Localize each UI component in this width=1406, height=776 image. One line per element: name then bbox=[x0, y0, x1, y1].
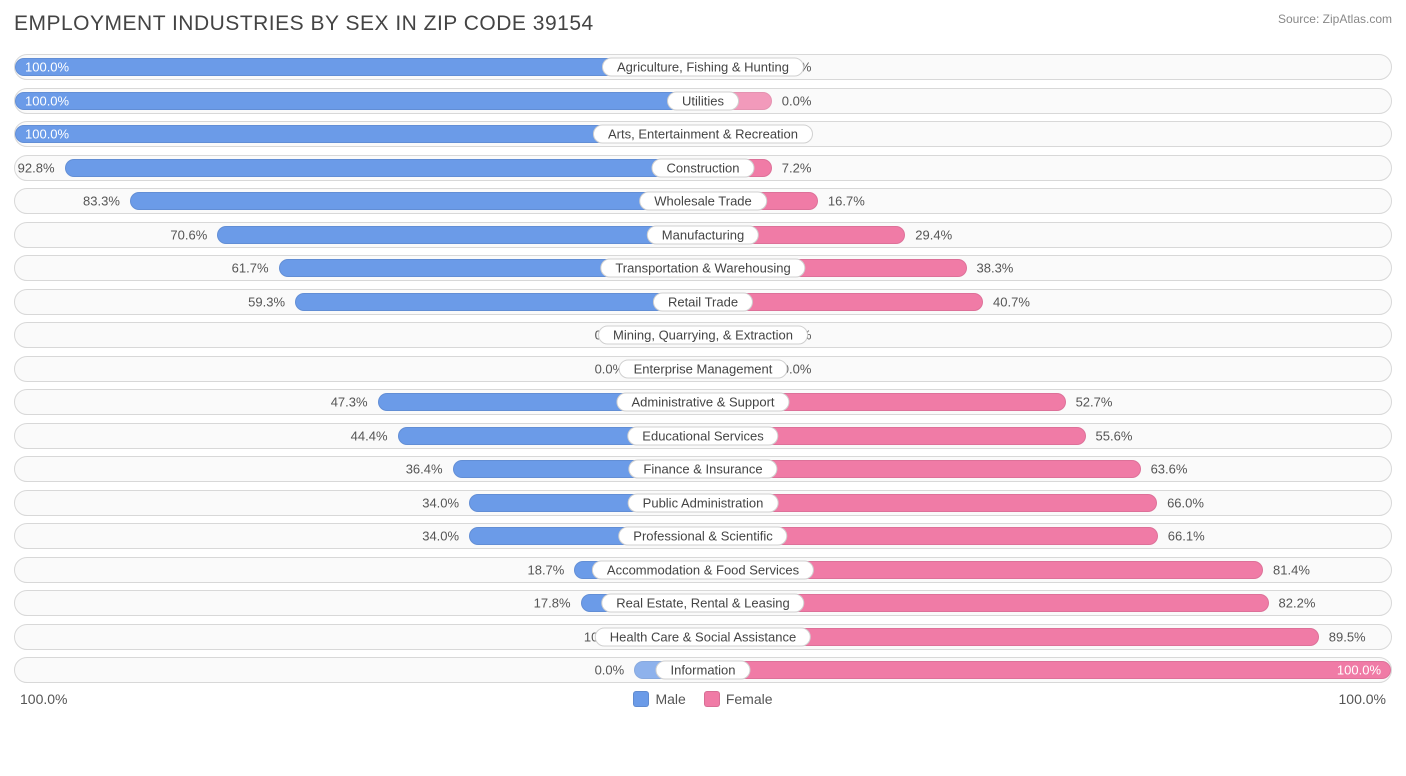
legend: Male Female bbox=[633, 691, 772, 707]
male-pct-label: 34.0% bbox=[422, 529, 459, 544]
category-label: Retail Trade bbox=[653, 292, 753, 311]
female-pct-label: 100.0% bbox=[1337, 663, 1381, 678]
legend-male: Male bbox=[633, 691, 685, 707]
category-label: Administrative & Support bbox=[616, 393, 789, 412]
male-bar bbox=[15, 92, 703, 110]
chart-row: 17.8% 82.2% Real Estate, Rental & Leasing bbox=[14, 590, 1392, 616]
category-label: Agriculture, Fishing & Hunting bbox=[602, 58, 804, 77]
male-pct-label: 100.0% bbox=[25, 93, 69, 108]
category-label: Educational Services bbox=[627, 426, 778, 445]
category-label: Accommodation & Food Services bbox=[592, 560, 814, 579]
category-label: Finance & Insurance bbox=[628, 460, 777, 479]
female-pct-label: 66.1% bbox=[1168, 529, 1205, 544]
category-label: Information bbox=[655, 661, 750, 680]
chart-header: EMPLOYMENT INDUSTRIES BY SEX IN ZIP CODE… bbox=[14, 12, 1392, 36]
axis-left-label: 100.0% bbox=[20, 691, 67, 707]
category-label: Transportation & Warehousing bbox=[600, 259, 805, 278]
male-bar bbox=[65, 159, 703, 177]
male-pct-label: 83.3% bbox=[83, 194, 120, 209]
male-pct-label: 36.4% bbox=[406, 462, 443, 477]
female-pct-label: 40.7% bbox=[993, 294, 1030, 309]
male-bar bbox=[217, 226, 703, 244]
axis-right-label: 100.0% bbox=[1339, 691, 1386, 707]
category-label: Professional & Scientific bbox=[618, 527, 787, 546]
category-label: Enterprise Management bbox=[619, 359, 788, 378]
female-pct-label: 16.7% bbox=[828, 194, 865, 209]
legend-female: Female bbox=[704, 691, 773, 707]
legend-male-label: Male bbox=[655, 691, 685, 707]
female-pct-label: 89.5% bbox=[1329, 629, 1366, 644]
chart-row: 47.3% 52.7% Administrative & Support bbox=[14, 389, 1392, 415]
female-pct-label: 7.2% bbox=[782, 160, 812, 175]
female-pct-label: 52.7% bbox=[1076, 395, 1113, 410]
chart-row: 34.0% 66.0% Public Administration bbox=[14, 490, 1392, 516]
chart-source: Source: ZipAtlas.com bbox=[1278, 12, 1392, 26]
male-pct-label: 61.7% bbox=[232, 261, 269, 276]
female-pct-label: 82.2% bbox=[1279, 596, 1316, 611]
chart-row: 0.0%0.0%Mining, Quarrying, & Extraction bbox=[14, 322, 1392, 348]
male-pct-label: 59.3% bbox=[248, 294, 285, 309]
category-label: Construction bbox=[652, 158, 755, 177]
chart-row: 92.8% 7.2% Construction bbox=[14, 155, 1392, 181]
chart-row: 18.7% 81.4% Accommodation & Food Services bbox=[14, 557, 1392, 583]
male-pct-label: 70.6% bbox=[170, 227, 207, 242]
female-pct-label: 66.0% bbox=[1167, 495, 1204, 510]
male-bar bbox=[130, 192, 703, 210]
category-label: Arts, Entertainment & Recreation bbox=[593, 125, 813, 144]
chart-row: 0.0%0.0%Enterprise Management bbox=[14, 356, 1392, 382]
chart-row: 44.4% 55.6% Educational Services bbox=[14, 423, 1392, 449]
male-pct-label: 17.8% bbox=[534, 596, 571, 611]
chart-row: 0.0% 100.0% Information bbox=[14, 657, 1392, 683]
chart-row: 100.0%0.0%Arts, Entertainment & Recreati… bbox=[14, 121, 1392, 147]
category-label: Mining, Quarrying, & Extraction bbox=[598, 326, 808, 345]
female-bar bbox=[703, 661, 1391, 679]
category-label: Public Administration bbox=[628, 493, 779, 512]
female-pct-label: 0.0% bbox=[782, 93, 812, 108]
chart-row: 100.0%0.0%Agriculture, Fishing & Hunting bbox=[14, 54, 1392, 80]
female-pct-label: 81.4% bbox=[1273, 562, 1310, 577]
chart-row: 83.3% 16.7% Wholesale Trade bbox=[14, 188, 1392, 214]
chart-row: 34.0% 66.1% Professional & Scientific bbox=[14, 523, 1392, 549]
category-label: Wholesale Trade bbox=[639, 192, 767, 211]
male-pct-label: 100.0% bbox=[25, 127, 69, 142]
chart-title: EMPLOYMENT INDUSTRIES BY SEX IN ZIP CODE… bbox=[14, 12, 594, 36]
category-label: Utilities bbox=[667, 91, 739, 110]
male-pct-label: 34.0% bbox=[422, 495, 459, 510]
male-bar bbox=[295, 293, 703, 311]
chart-row: 61.7% 38.3% Transportation & Warehousing bbox=[14, 255, 1392, 281]
female-pct-label: 38.3% bbox=[977, 261, 1014, 276]
male-pct-label: 100.0% bbox=[25, 60, 69, 75]
female-pct-label: 63.6% bbox=[1151, 462, 1188, 477]
chart-row: 100.0% 0.0% Utilities bbox=[14, 88, 1392, 114]
chart-footer: 100.0% Male Female 100.0% bbox=[14, 691, 1392, 707]
chart-row: 70.6% 29.4% Manufacturing bbox=[14, 222, 1392, 248]
legend-male-swatch bbox=[633, 691, 649, 707]
category-label: Real Estate, Rental & Leasing bbox=[601, 594, 804, 613]
chart-row: 59.3% 40.7% Retail Trade bbox=[14, 289, 1392, 315]
legend-female-swatch bbox=[704, 691, 720, 707]
male-pct-label: 92.8% bbox=[18, 160, 55, 175]
category-label: Health Care & Social Assistance bbox=[595, 627, 811, 646]
legend-female-label: Female bbox=[726, 691, 773, 707]
male-pct-label: 0.0% bbox=[595, 663, 625, 678]
category-label: Manufacturing bbox=[647, 225, 759, 244]
male-pct-label: 18.7% bbox=[527, 562, 564, 577]
male-pct-label: 44.4% bbox=[351, 428, 388, 443]
female-pct-label: 55.6% bbox=[1096, 428, 1133, 443]
male-pct-label: 47.3% bbox=[331, 395, 368, 410]
female-pct-label: 29.4% bbox=[915, 227, 952, 242]
chart-row: 36.4% 63.6% Finance & Insurance bbox=[14, 456, 1392, 482]
male-bar bbox=[15, 58, 703, 76]
chart-area: 100.0%0.0%Agriculture, Fishing & Hunting… bbox=[14, 54, 1392, 683]
chart-row: 10.5%89.5%Health Care & Social Assistanc… bbox=[14, 624, 1392, 650]
